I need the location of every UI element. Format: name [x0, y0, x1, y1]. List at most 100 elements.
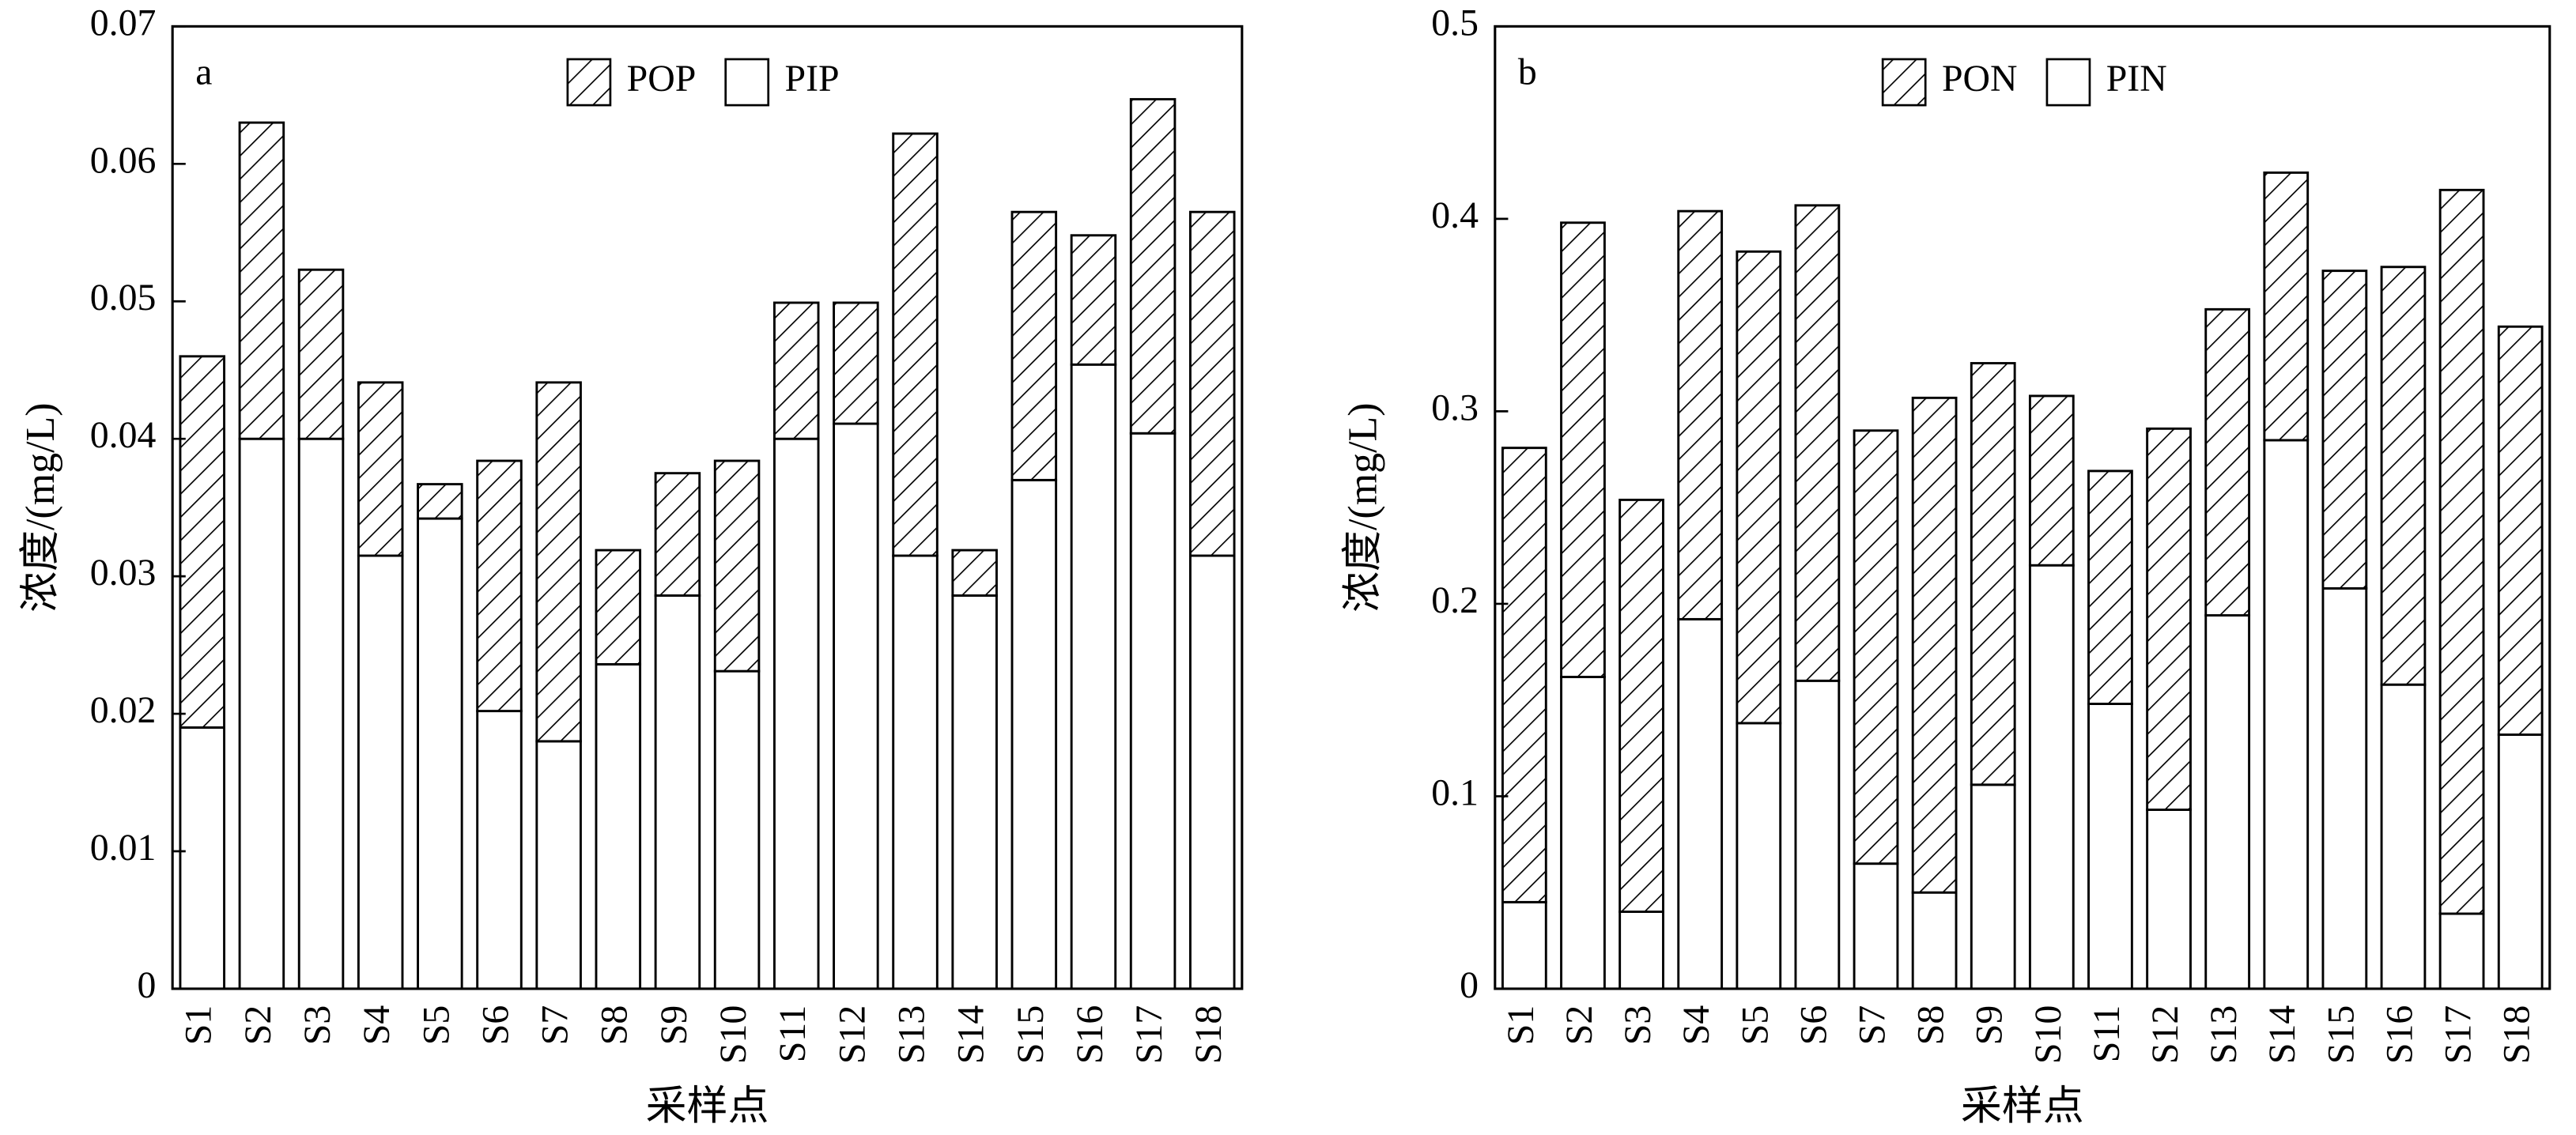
bar-segment: [2087, 469, 2133, 706]
bar-segment: [1010, 478, 1058, 990]
x-tick-label: S4: [356, 1005, 398, 1046]
y-tick-label: 0.02: [90, 689, 157, 731]
x-tick-label: S16: [2378, 1005, 2420, 1064]
bar-segment: [357, 381, 404, 557]
bar-segment: [179, 355, 226, 729]
bar-segment: [772, 301, 820, 440]
bar-segment: [2204, 307, 2251, 617]
legend-swatch: [724, 58, 770, 107]
bar-segment: [1911, 396, 1958, 894]
bar-segment: [2497, 733, 2544, 990]
bar-segment: [1736, 722, 1782, 990]
x-tick-label: S10: [712, 1005, 754, 1064]
bar-segment: [1010, 210, 1058, 481]
y-axis-label: 浓度/(mg/L): [18, 402, 63, 612]
bar-segment: [2321, 586, 2368, 990]
bar-segment: [1736, 250, 1782, 725]
x-tick-label: S9: [653, 1005, 695, 1045]
legend-label: PIP: [785, 58, 840, 100]
bar-segment: [1677, 617, 1724, 990]
bar-segment: [1794, 679, 1841, 990]
bar-segment: [2263, 439, 2310, 990]
bar-segment: [713, 669, 761, 990]
panel-label: a: [195, 51, 212, 93]
y-tick-label: 0.03: [90, 552, 157, 594]
legend-label: PIN: [2106, 58, 2167, 100]
x-tick-label: S6: [1792, 1005, 1834, 1045]
bar-segment: [476, 710, 523, 990]
legend-label: PON: [1942, 58, 2018, 100]
legend-swatch: [566, 58, 612, 107]
bar-segment: [1129, 432, 1177, 990]
legend-label: POP: [627, 58, 697, 100]
x-tick-label: S2: [237, 1005, 279, 1045]
x-tick-label: S5: [1734, 1005, 1776, 1045]
bar-segment: [535, 740, 582, 990]
x-tick-label: S1: [1500, 1005, 1542, 1045]
bar-segment: [772, 437, 820, 990]
y-tick-label: 0.3: [1431, 387, 1479, 428]
bar-segment: [417, 517, 463, 990]
bar-segment: [1970, 783, 2016, 990]
bar-segment: [238, 437, 285, 990]
x-tick-label: S6: [474, 1005, 516, 1045]
bar-segment: [2380, 266, 2427, 686]
y-tick-label: 0: [138, 964, 157, 1006]
bar-segment: [2438, 912, 2485, 990]
y-tick-label: 0.1: [1431, 771, 1479, 813]
x-tick-label: S7: [1851, 1005, 1893, 1045]
bar-segment: [2146, 809, 2192, 990]
bar-segment: [2146, 427, 2192, 811]
x-tick-label: S17: [1128, 1005, 1170, 1064]
bar-segment: [892, 132, 939, 557]
y-tick-label: 0.04: [90, 414, 157, 456]
y-tick-label: 0.5: [1431, 2, 1479, 43]
bar-segment: [1853, 862, 1899, 990]
x-tick-label: S3: [297, 1005, 338, 1045]
y-axis-label: 浓度/(mg/L): [1341, 402, 1386, 612]
x-tick-label: S14: [2261, 1005, 2303, 1064]
legend-swatch: [2045, 58, 2091, 107]
bar-segment: [1853, 429, 1899, 865]
bar-segment: [1501, 447, 1547, 903]
bar-segment: [297, 437, 345, 990]
bar-segment: [951, 594, 998, 990]
bar-segment: [1188, 210, 1236, 557]
bar-segment: [595, 549, 642, 666]
x-tick-label: S8: [594, 1005, 636, 1045]
bar-segment: [1794, 204, 1841, 682]
y-tick-label: 0.07: [90, 2, 157, 43]
plot-frame: [1494, 25, 2551, 990]
x-tick-label: S9: [1969, 1005, 2011, 1045]
bar-segment: [1560, 221, 1606, 678]
bar-segment: [1560, 676, 1606, 990]
bar-segment: [2263, 171, 2310, 442]
bar-segment: [951, 549, 998, 597]
bar-segment: [2028, 564, 2075, 990]
bar-segment: [654, 472, 701, 597]
legend-swatch: [1881, 58, 1927, 107]
bar-segment: [1618, 911, 1664, 990]
bar-segment: [417, 483, 463, 520]
y-tick-label: 0.05: [90, 277, 157, 319]
bar-segment: [2380, 683, 2427, 990]
bar-segment: [1129, 98, 1177, 435]
x-tick-label: S17: [2438, 1005, 2480, 1064]
x-tick-label: S15: [1010, 1005, 1052, 1064]
y-tick-label: 0.4: [1431, 194, 1479, 236]
panel-label: b: [1518, 51, 1537, 93]
x-tick-label: S8: [1910, 1005, 1952, 1045]
bar-segment: [1911, 891, 1958, 990]
x-tick-label: S15: [2320, 1005, 2362, 1064]
x-tick-label: S18: [1188, 1005, 1229, 1064]
x-tick-label: S3: [1617, 1005, 1659, 1045]
bar-segment: [833, 301, 879, 425]
x-tick-label: S11: [2086, 1005, 2128, 1063]
bar-segment: [2438, 188, 2485, 915]
x-tick-label: S5: [415, 1005, 457, 1045]
bar-segment: [357, 554, 404, 990]
plot-frame: [171, 25, 1244, 990]
bar-segment: [595, 662, 642, 990]
